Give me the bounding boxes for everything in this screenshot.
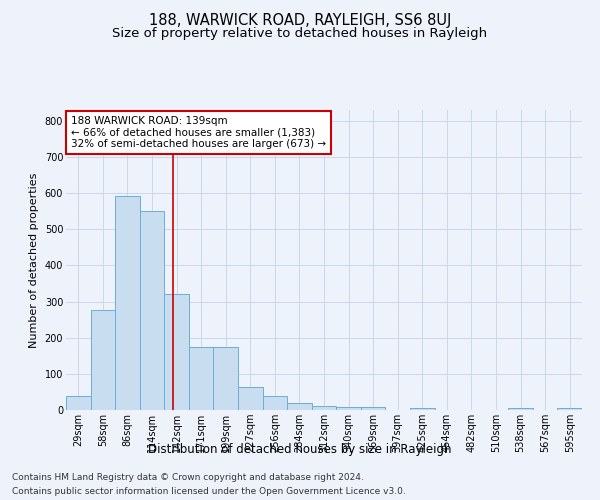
Bar <box>140 211 164 410</box>
Y-axis label: Number of detached properties: Number of detached properties <box>29 172 39 348</box>
Bar <box>410 408 434 410</box>
Bar <box>91 310 115 410</box>
Bar <box>214 346 238 410</box>
Bar <box>287 403 312 410</box>
Bar <box>312 406 336 410</box>
Bar <box>361 407 385 410</box>
Bar <box>336 408 361 410</box>
Bar <box>164 294 189 410</box>
Text: 188, WARWICK ROAD, RAYLEIGH, SS6 8UJ: 188, WARWICK ROAD, RAYLEIGH, SS6 8UJ <box>149 12 451 28</box>
Bar <box>557 408 582 410</box>
Bar <box>115 196 140 410</box>
Bar <box>508 408 533 410</box>
Bar <box>189 346 214 410</box>
Text: Size of property relative to detached houses in Rayleigh: Size of property relative to detached ho… <box>112 28 488 40</box>
Text: Distribution of detached houses by size in Rayleigh: Distribution of detached houses by size … <box>148 442 452 456</box>
Bar <box>238 386 263 410</box>
Text: Contains HM Land Registry data © Crown copyright and database right 2024.: Contains HM Land Registry data © Crown c… <box>12 472 364 482</box>
Bar <box>263 396 287 410</box>
Text: Contains public sector information licensed under the Open Government Licence v3: Contains public sector information licen… <box>12 488 406 496</box>
Bar <box>66 396 91 410</box>
Text: 188 WARWICK ROAD: 139sqm
← 66% of detached houses are smaller (1,383)
32% of sem: 188 WARWICK ROAD: 139sqm ← 66% of detach… <box>71 116 326 149</box>
